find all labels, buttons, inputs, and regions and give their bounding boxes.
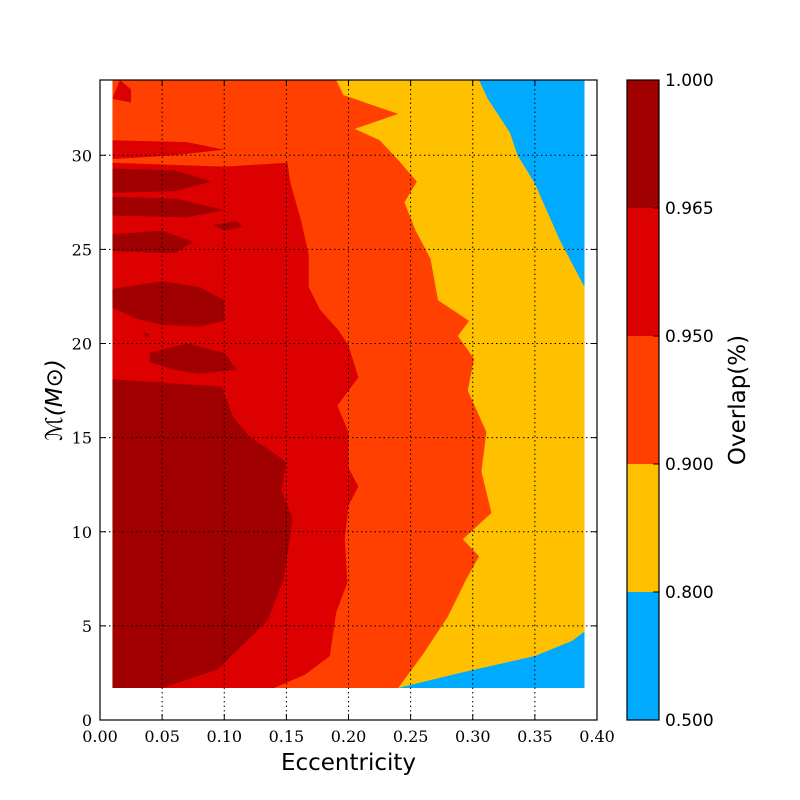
colorbar-tick-label: 0.900 [665,455,714,475]
contour-island-0 [112,80,132,103]
x-tick-label: 0.25 [393,727,429,746]
colorbar-tick-label: 0.800 [665,583,714,603]
x-tick-label: 0.05 [144,727,180,746]
colorbar: 0.500 0.800 0.900 0.950 0.965 1.000 [626,71,714,731]
grid-lines [100,80,597,720]
colorbar-tick-label: 0.950 [665,327,714,347]
colorbar-tick-label: 0.500 [665,711,714,731]
contour-island-3 [112,196,225,218]
x-tick-label: 0.10 [206,727,242,746]
colorbar-band-0.950 [627,208,659,336]
contour-fills [112,80,585,688]
x-tick-label: 0.40 [579,727,615,746]
y-tick-label: 15 [72,429,92,448]
x-tick-label: 0.20 [331,727,367,746]
x-tick-label: 0.00 [82,727,118,746]
y-tick-label: 30 [72,146,92,165]
contour-island-5 [112,230,194,254]
colorbar-band-0.800 [627,464,659,592]
colorbar-tick-label: 0.965 [665,199,714,219]
colorbar-band-0.900 [627,336,659,464]
colorbar-band-0.965 [627,80,659,208]
x-axis-label: Eccentricity [281,750,416,776]
y-tick-label: 0 [82,711,92,730]
colorbar-band-0.500 [627,592,659,720]
colorbar-frame [626,79,660,721]
colorbar-tick-label: 1.000 [665,71,714,91]
y-tick-label: 20 [72,335,92,354]
y-axis-label: ℳ(M⊙) [42,359,68,441]
x-tick-label: 0.15 [269,727,305,746]
contour-island-8 [149,343,237,374]
contour-island-4 [213,221,243,231]
y-tick-label: 10 [72,523,92,542]
x-tick-label: 0.35 [517,727,553,746]
contour-island-1 [112,140,225,160]
contour-island-6 [112,281,225,327]
y-tick-label: 25 [72,240,92,259]
colorbar-label: Overlap(%) [725,335,751,465]
y-tick-label: 5 [82,617,92,636]
region-overlap-0965 [112,379,293,688]
contour-island-2 [112,168,212,193]
contour-island-7 [143,332,150,338]
x-tick-label: 0.30 [455,727,491,746]
axis-ticks: 0.00 0.05 0.10 0.15 0.20 0.25 0.30 0.35 0.40 0 5 10… [72,80,615,746]
